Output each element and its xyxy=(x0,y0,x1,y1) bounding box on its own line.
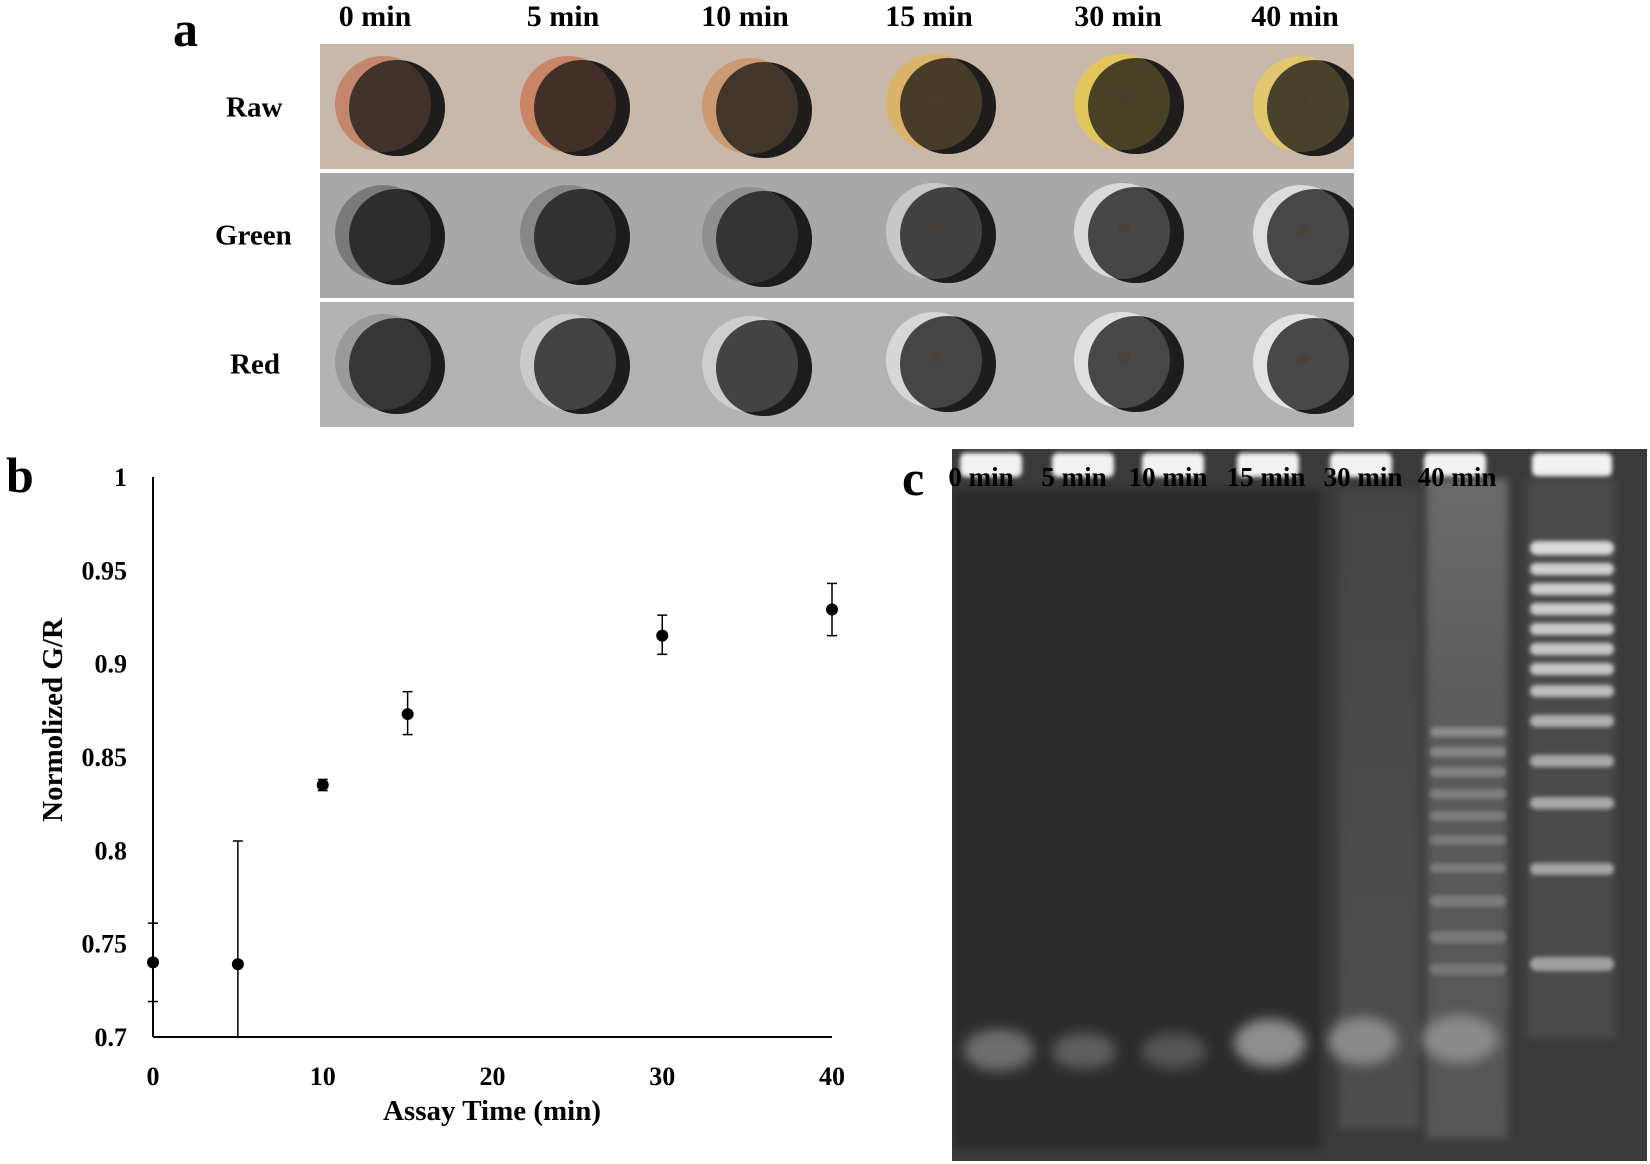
panel-a-time-5: 5 min xyxy=(526,0,600,33)
gel-lane-label-5: 5 min xyxy=(1041,462,1107,492)
green-disc-0 xyxy=(335,185,445,285)
data-point-4 xyxy=(656,629,669,642)
data-point-0 xyxy=(147,956,159,969)
y-tick-label-0: 0.7 xyxy=(95,1023,128,1052)
gel-lane-label-0: 0 min xyxy=(948,462,1014,492)
y-tick-label-2: 0.8 xyxy=(95,836,128,865)
green-disc-30 xyxy=(1074,183,1184,283)
y-tick-label-4: 0.9 xyxy=(95,650,128,679)
raw-disc-15 xyxy=(886,54,996,154)
row-label-red: Red xyxy=(230,348,280,381)
gel-lane-label-40: 40 min xyxy=(1417,462,1497,492)
y-axis-label: Normolized G/R xyxy=(37,617,69,822)
x-tick-label-0: 0 xyxy=(147,1062,160,1091)
y-tick-label-5: 0.95 xyxy=(82,556,128,585)
raw-disc-0 xyxy=(335,56,445,156)
panel-a-time-0: 0 min xyxy=(338,0,412,33)
raw-disc-5 xyxy=(520,56,630,156)
raw-disc-10 xyxy=(702,58,812,158)
gel-electrophoresis-image xyxy=(952,449,1647,1161)
raw-disc-30 xyxy=(1074,54,1184,154)
gel-lane-label-15: 15 min xyxy=(1226,462,1306,492)
panel-c-letter: c xyxy=(902,450,925,506)
assay-time-chart: 0 10 20 30 40 0.7 0.75 0.8 0.85 0.9 0.95 1 Assay Ti… xyxy=(37,463,845,1127)
red-disc-0 xyxy=(335,314,445,414)
x-axis-label: Assay Time (min) xyxy=(383,1095,601,1127)
panel-b-letter: b xyxy=(6,447,34,503)
red-disc-10 xyxy=(702,316,812,416)
y-tick-label-3: 0.85 xyxy=(82,743,128,772)
x-tick-label-3: 30 xyxy=(649,1062,675,1091)
y-tick-label-1: 0.75 xyxy=(82,930,128,959)
green-disc-40 xyxy=(1253,185,1354,285)
data-point-2 xyxy=(316,779,329,791)
gel-lane-label-30: 30 min xyxy=(1323,462,1403,492)
red-disc-5 xyxy=(520,314,630,414)
panel-a-time-30: 30 min xyxy=(1074,0,1162,33)
red-disc-15 xyxy=(886,312,996,412)
row-label-green: Green xyxy=(215,219,292,252)
panel-a-time-15: 15 min xyxy=(885,0,973,33)
data-point-3 xyxy=(401,708,414,721)
panel-a-letter: a xyxy=(173,1,198,57)
panel-a-time-40: 40 min xyxy=(1251,0,1339,33)
row-label-raw: Raw xyxy=(226,91,283,124)
green-disc-5 xyxy=(520,185,630,285)
gel-lane-label-10: 10 min xyxy=(1128,462,1208,492)
green-disc-15 xyxy=(886,183,996,283)
panel-a-time-10: 10 min xyxy=(701,0,789,33)
red-channel-strip xyxy=(320,302,1354,427)
green-disc-10 xyxy=(702,187,812,287)
red-disc-40 xyxy=(1253,314,1354,414)
data-point-5 xyxy=(826,603,838,616)
data-point-1 xyxy=(231,958,244,971)
y-tick-label-6: 1 xyxy=(114,463,127,492)
green-channel-strip xyxy=(320,173,1354,298)
raw-image-strip xyxy=(320,44,1354,169)
x-tick-label-4: 40 xyxy=(819,1062,845,1091)
red-disc-30 xyxy=(1074,312,1184,412)
x-tick-label-1: 10 xyxy=(310,1062,336,1091)
x-tick-label-2: 20 xyxy=(480,1062,506,1091)
raw-disc-40 xyxy=(1253,56,1354,156)
